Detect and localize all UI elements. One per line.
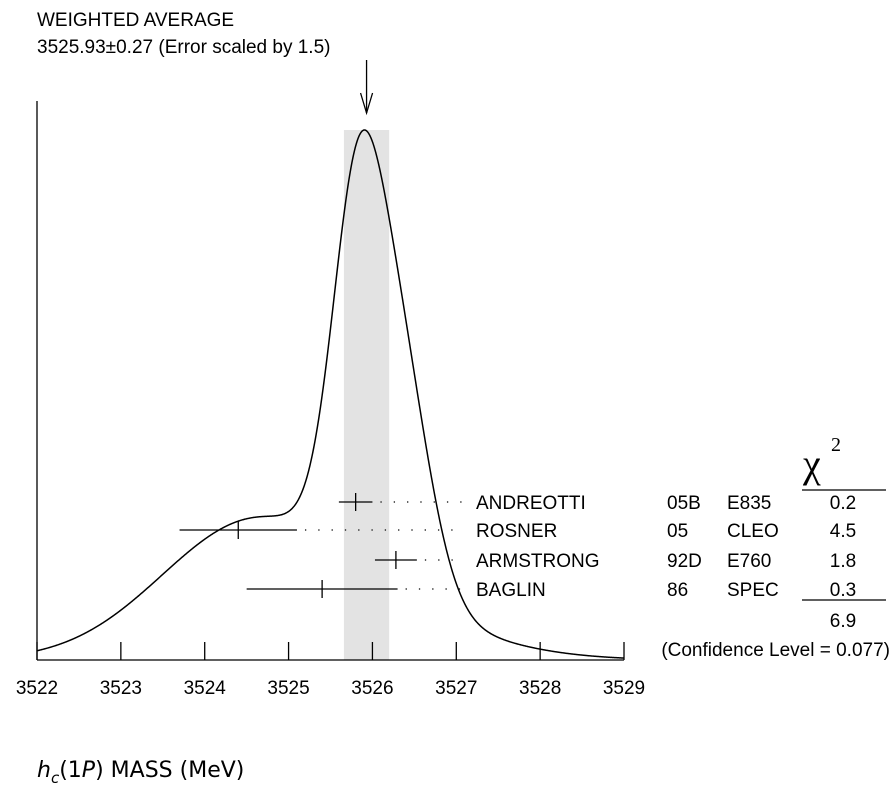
measurement-experiment: E835	[727, 493, 771, 514]
confidence-level: (Confidence Level = 0.077)	[661, 640, 890, 661]
chart-subtitle: 3525.93±0.27 (Error scaled by 1.5)	[37, 37, 330, 58]
x-tick-label: 3529	[603, 678, 645, 699]
chi2-header: χ	[802, 441, 821, 486]
x-tick-label: 3524	[184, 678, 227, 699]
measurement-list: ANDREOTTI 05B E835 0.2 ROSNER 05 CLEO 4.5 ARMSTR…	[179, 493, 856, 601]
x-tick-label: 3528	[519, 678, 561, 699]
measurement-name: ARMSTRONG	[476, 551, 600, 572]
measurement-name: BAGLIN	[476, 580, 546, 601]
chart-title: WEIGHTED AVERAGE	[37, 10, 234, 31]
measurement-year: 05	[667, 521, 688, 542]
x-tick-label: 3525	[267, 678, 309, 699]
x-tick-label: 3522	[16, 678, 58, 699]
xlabel-paren-open: (1	[59, 758, 82, 783]
measurement-name: ROSNER	[476, 521, 557, 542]
measurement-experiment: SPEC	[727, 580, 779, 601]
chi2-total: 6.9	[830, 611, 856, 632]
measurement-year: 92D	[667, 551, 702, 572]
chi2-superscript: 2	[831, 434, 841, 456]
x-axis-ticks: 3522 3523 3524 3525 3526 3527 3528 3529	[16, 642, 645, 699]
weighted-average-band	[343, 130, 390, 660]
x-tick-label: 3526	[351, 678, 393, 699]
measurement-chi2: 1.8	[830, 551, 856, 572]
xlabel-symbol: h	[37, 758, 51, 783]
xlabel-paren-close: )	[95, 758, 104, 783]
measurement-chi2: 0.3	[830, 580, 856, 601]
measurement-chi2: 0.2	[830, 493, 856, 514]
weighted-average-arrow	[359, 60, 374, 116]
measurement-experiment: E760	[727, 551, 771, 572]
x-tick-label: 3523	[100, 678, 142, 699]
measurement-year: 86	[667, 580, 688, 601]
ideogram-curve	[36, 129, 625, 659]
x-tick-label: 3527	[435, 678, 477, 699]
measurement-name: ANDREOTTI	[476, 493, 586, 514]
xlabel-variable: P	[82, 758, 96, 783]
measurement-chi2: 4.5	[830, 521, 856, 542]
xlabel-subscript: c	[51, 769, 60, 787]
measurement-experiment: CLEO	[727, 521, 779, 542]
x-axis-label: hc(1P) MASS (MeV)	[37, 758, 244, 787]
xlabel-text: MASS (MeV)	[111, 758, 245, 783]
measurement-year: 05B	[667, 493, 701, 514]
